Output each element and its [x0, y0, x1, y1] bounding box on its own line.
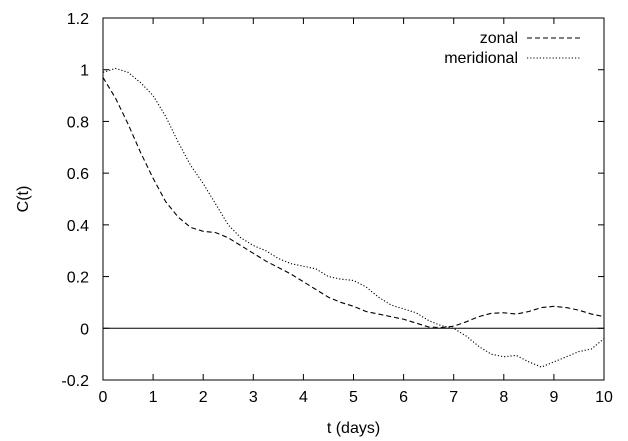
y-axis: -0.2 0 0.2 0.4 0.6 0.8 1 1.2	[61, 11, 604, 390]
legend-label-meridional: meridional	[444, 50, 518, 67]
x-tick-label: 2	[199, 389, 208, 406]
y-tick-label: 1	[80, 63, 89, 80]
x-tick-label: 7	[449, 389, 458, 406]
x-tick-label: 8	[499, 389, 508, 406]
y-tick-label: 1.2	[67, 11, 89, 28]
x-tick-label: 3	[249, 389, 258, 406]
y-tick-label: 0.2	[67, 270, 89, 287]
y-tick-label: -0.2	[61, 373, 89, 390]
x-tick-label: 6	[399, 389, 408, 406]
series-layer	[102, 67, 605, 368]
plot-frame	[102, 17, 605, 381]
y-axis-title: C(t)	[15, 186, 32, 213]
series-line-zonal	[102, 77, 605, 329]
y-tick-label: 0.6	[67, 166, 89, 183]
x-tick-label: 5	[349, 389, 358, 406]
x-tick-label: 1	[149, 389, 158, 406]
x-tick-label: 9	[549, 389, 558, 406]
legend-label-zonal: zonal	[480, 30, 518, 47]
y-tick-label: 0.4	[67, 218, 89, 235]
legend: zonal meridional	[444, 30, 581, 67]
x-tick-label: 10	[595, 389, 613, 406]
y-tick-label: 0.8	[67, 114, 89, 131]
y-tick-label: 0	[80, 321, 89, 338]
x-tick-label: 0	[99, 389, 108, 406]
x-axis-title: t (days)	[327, 420, 380, 437]
x-axis: 0 1 2 3 4 5 6 7 8 9 10	[99, 18, 613, 406]
plot-border	[102, 17, 605, 381]
x-tick-label: 4	[299, 389, 308, 406]
series-line-meridional	[102, 67, 605, 368]
